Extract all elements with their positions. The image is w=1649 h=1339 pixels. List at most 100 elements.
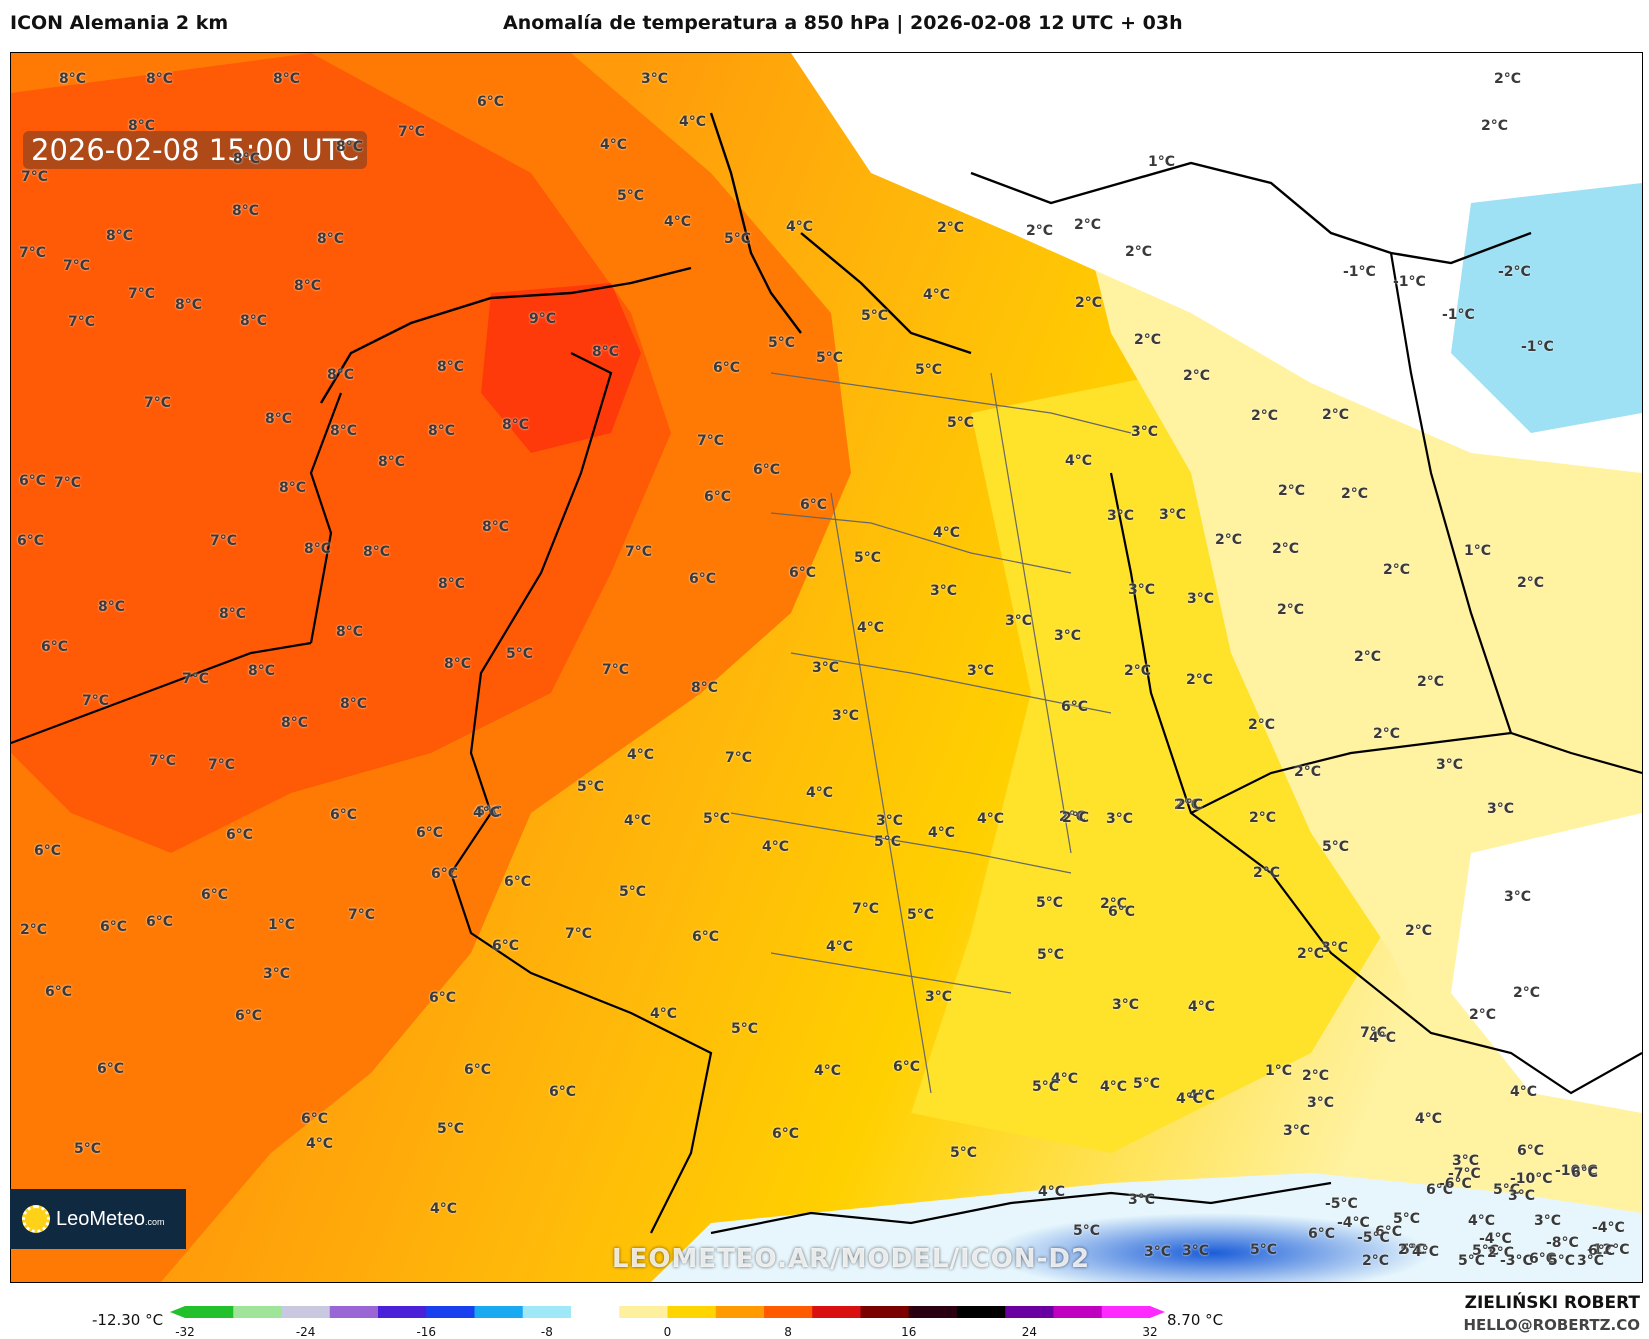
temperature-label: 4°C — [814, 1063, 842, 1079]
temperature-label: 7°C — [348, 907, 376, 923]
colorbar-cell — [554, 1306, 572, 1318]
colorbar-cell — [731, 1306, 749, 1318]
temperature-label: 8°C — [265, 411, 293, 427]
temperature-label: 7°C — [210, 533, 238, 549]
colorbar-cell — [828, 1306, 845, 1318]
colorbar-max-arrow — [1150, 1306, 1165, 1318]
colorbar-tick-label: 24 — [1021, 1325, 1038, 1339]
temperature-label: 6°C — [772, 1126, 800, 1142]
temperature-label: 6°C — [330, 807, 358, 823]
temperature-label: 5°C — [1133, 1076, 1161, 1092]
temperature-label: 5°C — [437, 1121, 465, 1137]
temperature-label: 7°C — [1360, 1025, 1388, 1041]
temperature-label: 4°C — [430, 1201, 458, 1217]
temperature-label: -10°C — [1555, 1163, 1598, 1179]
colorbar-cell — [297, 1306, 315, 1318]
colorbar-cell — [378, 1306, 395, 1318]
temperature-label: 2°C — [1277, 602, 1305, 618]
temperature-label: 3°C — [263, 966, 291, 982]
colorbar-cell — [1053, 1306, 1071, 1318]
temperature-label: 5°C — [703, 811, 731, 827]
colorbar-cell — [1133, 1306, 1151, 1318]
temperature-label: 5°C — [874, 834, 902, 850]
temperature-label: 4°C — [786, 219, 814, 235]
temperature-label: 8°C — [106, 228, 134, 244]
colorbar-cell — [908, 1306, 926, 1318]
temperature-label: -1°C — [1521, 339, 1554, 355]
temperature-label: 4°C — [600, 137, 628, 153]
temperature-label: 2°C — [1383, 562, 1411, 578]
temperature-label: 8°C — [281, 715, 309, 731]
colorbar-cell — [651, 1306, 668, 1318]
temperature-label: 4°C — [977, 811, 1005, 827]
temperature-label: 5°C — [907, 907, 935, 923]
temperature-label: 5°C — [915, 362, 943, 378]
temperature-label: 8°C — [691, 680, 719, 696]
model-url-watermark: LEOMETEO.AR/MODEL/ICON-D2 — [612, 1244, 1091, 1274]
colorbar-cell — [249, 1306, 266, 1318]
temperature-label: 5°C — [1493, 1182, 1521, 1198]
temperature-label: 5°C — [1472, 1243, 1500, 1259]
temperature-label: 8°C — [336, 139, 364, 155]
colorbar-cell — [973, 1306, 990, 1318]
temperature-label: 4°C — [806, 785, 834, 801]
temperature-label: 4°C — [1038, 1184, 1066, 1200]
colorbar-cell — [538, 1306, 556, 1318]
colorbar-tick-label: 32 — [1142, 1325, 1158, 1339]
temperature-label: 3°C — [1504, 889, 1532, 905]
temperature-label: 3°C — [967, 663, 995, 679]
temperature-label: 4°C — [1415, 1111, 1443, 1127]
temperature-label: 2°C — [1251, 408, 1279, 424]
colorbar-cell — [233, 1306, 250, 1318]
temperature-label: 4°C — [1412, 1244, 1440, 1260]
colorbar-cell — [699, 1306, 717, 1318]
temperature-label: 4°C — [1051, 1071, 1079, 1087]
temperature-label: 2°C — [1278, 483, 1306, 499]
temperature-label: 8°C — [59, 71, 87, 87]
colorbar-cell — [490, 1306, 508, 1318]
temperature-label: 2°C — [1253, 865, 1281, 881]
temperature-label: 6°C — [17, 533, 45, 549]
colorbar-cell — [1069, 1306, 1087, 1318]
temperature-label: 5°C — [731, 1021, 759, 1037]
temperature-label: 2°C — [1417, 674, 1445, 690]
temperature-label: 2°C — [1125, 244, 1153, 260]
temperature-label: 4°C — [1369, 1030, 1397, 1046]
temperature-label: -3°C — [1500, 1253, 1533, 1269]
temperature-label: 5°C — [1073, 1223, 1101, 1239]
temperature-label: 8°C — [219, 606, 247, 622]
colorbar-cell — [844, 1306, 861, 1318]
temperature-label: 8°C — [340, 696, 368, 712]
temperature-label: 7°C — [68, 314, 96, 330]
colorbar-tick-label: 8 — [784, 1325, 792, 1339]
temperature-label: 6°C — [504, 874, 532, 890]
temperature-label: 6°C — [1571, 1165, 1599, 1181]
temperature-label: 2°C — [20, 922, 48, 938]
leometeo-logo[interactable]: LeoMeteo.com — [10, 1189, 186, 1249]
temperature-label: 2°C — [1100, 896, 1128, 912]
temperature-label: 2°C — [1405, 923, 1433, 939]
temperature-label: 4°C — [933, 525, 961, 541]
temperature-label: 6°C — [201, 887, 229, 903]
temperature-label: 5°C — [1250, 1242, 1278, 1258]
temperature-anomaly-map[interactable]: 2026-02-08 15:00 UTC — [10, 52, 1643, 1283]
temperature-label: 7°C — [625, 544, 653, 560]
temperature-label: 2°C — [1134, 332, 1162, 348]
colorbar-cell — [924, 1306, 942, 1318]
colorbar-cell — [715, 1306, 733, 1318]
temperature-label: 3°C — [1321, 940, 1349, 956]
temperature-label: 2°C — [1075, 295, 1103, 311]
temperature-label: -4°C — [1592, 1220, 1625, 1236]
temperature-label: 5°C — [619, 884, 647, 900]
colorbar-cell — [587, 1306, 604, 1318]
temperature-label: 2°C — [1354, 649, 1382, 665]
colorbar-cell — [683, 1306, 701, 1318]
temperature-label: -10°C — [1510, 1171, 1553, 1187]
temperature-label: 3°C — [925, 989, 953, 1005]
colorbar-cell — [940, 1306, 958, 1318]
temperature-label: 8°C — [317, 231, 345, 247]
temperature-label: 8°C — [128, 118, 156, 134]
colorbar-cell — [394, 1306, 411, 1318]
temperature-label: 4°C — [826, 939, 854, 955]
temperature-label: 5°C — [1032, 1079, 1060, 1095]
